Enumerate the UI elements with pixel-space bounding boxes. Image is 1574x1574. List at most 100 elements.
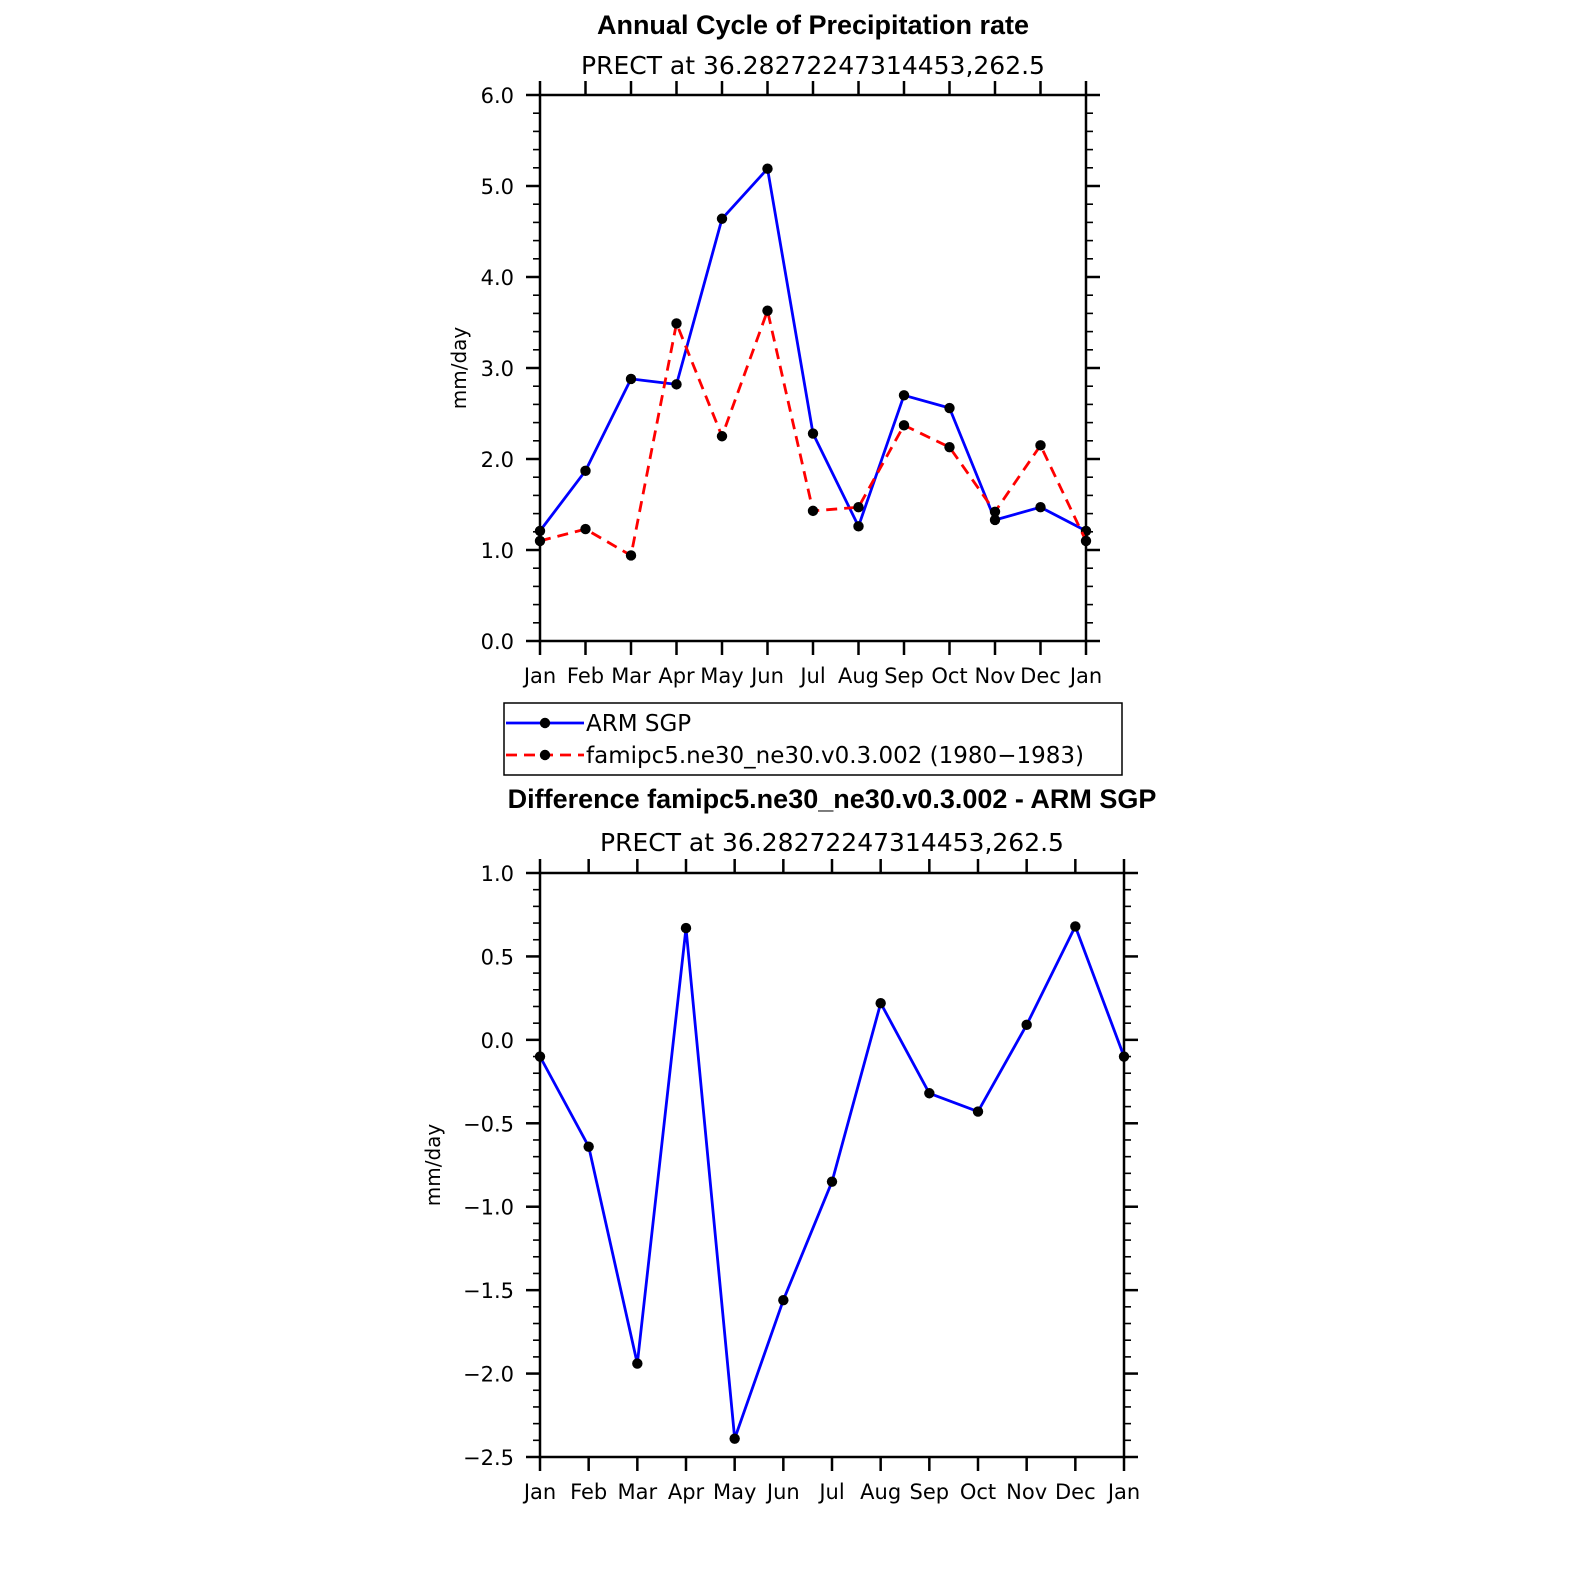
series-1: [534, 305, 1092, 561]
x-tick-label: Aug: [838, 664, 879, 688]
data-point: [989, 506, 1001, 517]
x-tick-label: Aug: [860, 1480, 901, 1504]
series-0: [534, 163, 1092, 537]
data-point: [1080, 535, 1092, 547]
data-point: [632, 1358, 643, 1369]
x-tick-label: Oct: [931, 664, 967, 688]
y-tick-label: 6.0: [481, 84, 514, 108]
precip-annual-cycle-panel: Annual Cycle of Precipitation rate PRECT …: [447, 10, 1123, 776]
y-tick-label: 1.0: [481, 862, 514, 886]
data-point: [826, 1176, 838, 1187]
y-axis-label: mm/day: [421, 1124, 445, 1207]
legend: ARM SGP famipc5.ne30_ne30.v0.3.002 (1980−…: [503, 702, 1123, 776]
data-point: [580, 523, 591, 535]
data-point: [1035, 502, 1046, 513]
data-point: [944, 402, 955, 414]
data-point: [671, 318, 682, 329]
legend-entry: famipc5.ne30_ne30.v0.3.002 (1980−1983): [586, 743, 1084, 769]
x-tick-label: Jan: [522, 664, 556, 688]
legend-box: [503, 702, 1123, 776]
x-tick-label: Oct: [960, 1480, 996, 1504]
data-point: [807, 505, 819, 517]
y-tick-label: −0.5: [463, 1112, 514, 1136]
data-point: [853, 521, 864, 532]
chart-title: Difference famipc5.ne30_ne30.v0.3.002 - …: [508, 784, 1157, 814]
x-tick-label: Nov: [975, 664, 1016, 688]
data-point: [972, 1106, 984, 1117]
data-point: [625, 550, 637, 561]
data-point: [898, 420, 910, 431]
y-tick-label: 3.0: [481, 357, 514, 381]
x-tick-label: Jun: [765, 1480, 800, 1504]
x-tick-label: Jul: [798, 664, 825, 688]
y-tick-label: −1.5: [463, 1279, 514, 1303]
data-point: [534, 525, 546, 537]
data-point: [671, 379, 682, 390]
data-point: [762, 305, 773, 316]
legend-marker: [539, 717, 551, 729]
x-tick-label: May: [700, 664, 743, 688]
x-tick-label: Jan: [1106, 1480, 1140, 1504]
y-tick-label: 5.0: [481, 175, 514, 199]
x-tick-label: Mar: [611, 664, 651, 688]
data-point: [716, 213, 728, 224]
x-tick-label: Mar: [618, 1480, 658, 1504]
x-tick-label: Feb: [570, 1480, 607, 1504]
data-point: [1118, 1051, 1130, 1062]
data-point: [1035, 440, 1046, 451]
x-tick-label: Dec: [1055, 1480, 1096, 1504]
data-point: [898, 390, 910, 401]
data-point: [625, 373, 637, 385]
data-point: [1021, 1019, 1032, 1031]
data-point: [534, 1051, 546, 1062]
data-point: [924, 1088, 935, 1099]
data-point: [1070, 921, 1081, 932]
x-tick-label: Feb: [567, 664, 604, 688]
plot-frame: [538, 93, 1088, 643]
y-tick-label: −2.0: [463, 1363, 514, 1387]
series-line: [538, 167, 1087, 533]
legend-marker: [539, 749, 551, 761]
data-point: [680, 922, 692, 934]
x-tick-label: Apr: [668, 1480, 705, 1504]
y-tick-label: −1.0: [463, 1196, 514, 1220]
precip-difference-panel: Difference famipc5.ne30_ne30.v0.3.002 - …: [421, 784, 1156, 1504]
data-point: [534, 535, 546, 547]
data-point: [716, 431, 728, 442]
data-point: [729, 1433, 740, 1444]
y-tick-label: 2.0: [481, 448, 514, 472]
data-point: [989, 514, 1001, 526]
chart-title: Annual Cycle of Precipitation rate: [597, 10, 1029, 40]
data-point: [944, 441, 955, 453]
x-tick-label: Sep: [884, 664, 924, 688]
y-tick-label: −2.5: [463, 1446, 514, 1470]
data-point: [580, 465, 591, 477]
x-tick-label: Jul: [817, 1480, 844, 1504]
data-point: [778, 1294, 789, 1306]
x-tick-label: Nov: [1006, 1480, 1047, 1504]
legend-entry: ARM SGP: [586, 711, 691, 737]
chart-subtitle: PRECT at 36.28272247314453,262.5: [581, 51, 1045, 80]
data-point: [762, 163, 773, 174]
y-axis-label: mm/day: [447, 327, 471, 410]
data-point: [583, 1141, 594, 1152]
series-0: [534, 921, 1130, 1444]
x-tick-label: May: [713, 1480, 756, 1504]
data-point: [853, 502, 864, 513]
y-tick-label: 0.0: [481, 1029, 514, 1053]
y-tick-label: 0.0: [481, 630, 514, 654]
data-point: [807, 428, 819, 439]
x-tick-label: Jun: [749, 664, 784, 688]
x-tick-label: Dec: [1020, 664, 1061, 688]
chart-subtitle: PRECT at 36.28272247314453,262.5: [600, 828, 1064, 857]
x-tick-label: Apr: [658, 664, 695, 688]
y-tick-label: 0.5: [481, 945, 514, 969]
y-tick-label: 4.0: [481, 266, 514, 290]
x-tick-label: Jan: [522, 1480, 556, 1504]
plot-frame: [538, 871, 1126, 1459]
x-tick-label: Sep: [910, 1480, 950, 1504]
y-tick-label: 1.0: [481, 539, 514, 563]
data-point: [875, 997, 886, 1009]
x-tick-label: Jan: [1068, 664, 1102, 688]
